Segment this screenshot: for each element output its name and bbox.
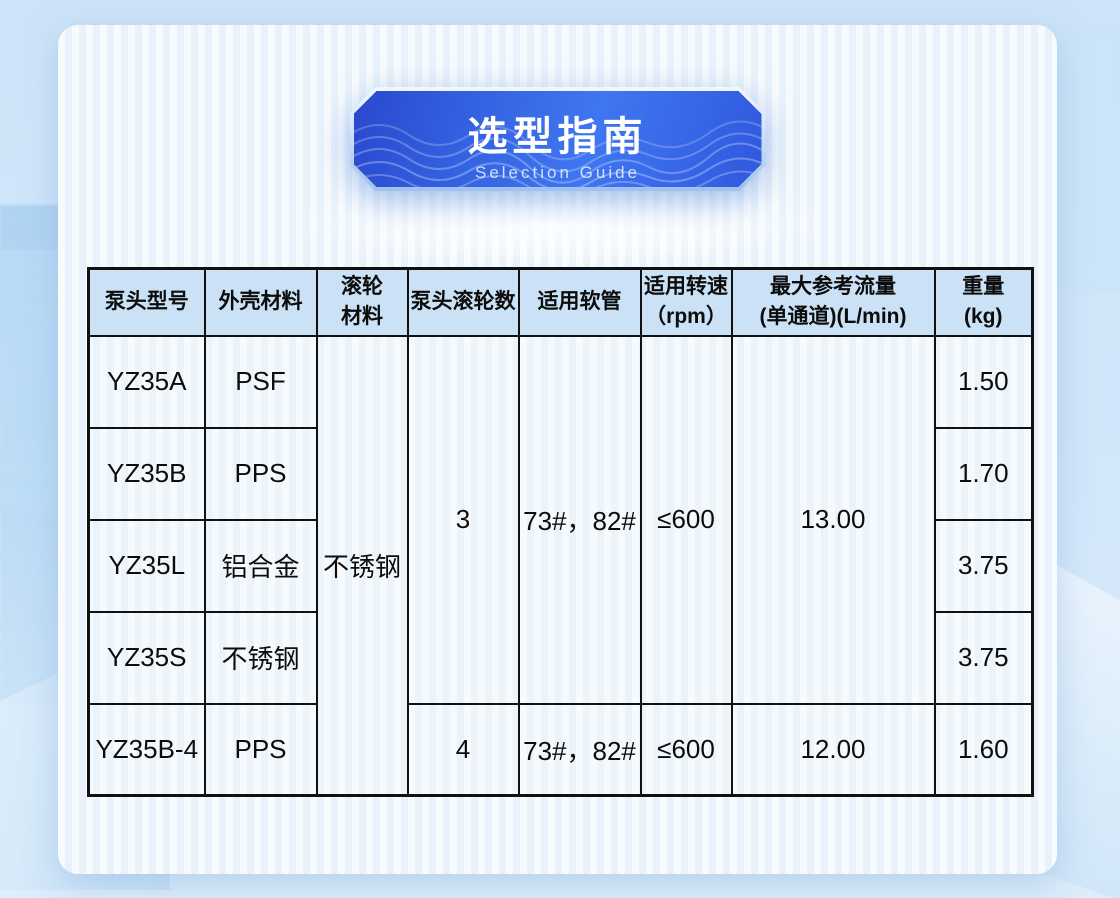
table-row: YZ35A PSF 不锈钢 3 73#，82# ≤600 13.00 1.50 <box>87 334 1034 797</box>
header-pump-model: 泵头型号 <box>87 267 206 337</box>
banner-glow <box>277 185 838 265</box>
table-row: YZ35B PPS 1.70 <box>87 426 1034 521</box>
cell-tubing: 73#，82# <box>517 702 642 797</box>
header-max-flow: 最大参考流量 (单通道)(L/min) <box>730 267 936 337</box>
title-banner: 选型指南 Selection Guide <box>350 87 766 191</box>
header-housing-material: 外壳材料 <box>203 267 318 337</box>
page-subtitle: Selection Guide <box>474 163 641 182</box>
cell-speed: ≤600 <box>639 702 733 797</box>
cell-weight: 1.60 <box>933 702 1034 797</box>
header-tubing: 适用软管 <box>517 267 642 337</box>
cell-model: YZ35L <box>87 518 206 613</box>
cell-roller-count: 3 <box>406 334 520 705</box>
cell-weight: 1.70 <box>933 426 1034 521</box>
banner-bevel-frame: 选型指南 Selection Guide <box>350 87 766 191</box>
header-label: 滚轮 <box>341 275 383 298</box>
content-card: 选型指南 Selection Guide 泵头型号 外壳材料 滚轮材料 <box>58 25 1057 874</box>
cell-roller-count: 4 <box>406 702 520 797</box>
cell-model: YZ35S <box>87 610 206 705</box>
cell-model: YZ35B <box>87 426 206 521</box>
header-label: 外壳材料 <box>218 290 303 314</box>
cell-flow: 12.00 <box>730 702 936 797</box>
header-label: 泵头型号 <box>104 290 189 314</box>
cell-tubing: 73#，82# <box>517 334 642 705</box>
header-label: (单通道)(L/min) <box>759 305 907 329</box>
table-row: YZ35B-4 PPS 4 73#，82# ≤600 12.00 1.60 <box>87 702 1034 797</box>
header-label: (kg) <box>964 305 1003 329</box>
header-label: （rpm） <box>645 305 727 329</box>
cell-housing: 铝合金 <box>203 518 318 613</box>
header-weight: 重量 (kg) <box>933 267 1034 337</box>
header-label: 泵头滚轮数 <box>410 290 516 314</box>
header-label: 材料 <box>341 305 383 329</box>
cell-model: YZ35A <box>87 334 206 429</box>
background-decoration-right-top <box>1050 30 1120 290</box>
cell-housing: PPS <box>203 426 318 521</box>
selection-guide-table: 泵头型号 外壳材料 滚轮材料 泵头滚轮数 适用软管 适用转速 （rpm） <box>87 267 1034 798</box>
header-label: 适用转速 <box>644 275 728 298</box>
header-speed: 适用转速 （rpm） <box>639 267 733 337</box>
header-label: 适用软管 <box>537 290 622 314</box>
page-title: 选型指南 <box>467 115 648 159</box>
cell-flow: 13.00 <box>730 334 936 705</box>
header-label: 最大参考流量 <box>770 275 896 298</box>
cell-housing: PSF <box>203 334 318 429</box>
cell-housing: PPS <box>203 702 318 797</box>
header-roller-count: 泵头滚轮数 <box>406 267 520 337</box>
cell-model: YZ35B-4 <box>87 702 206 797</box>
cell-speed: ≤600 <box>639 334 733 705</box>
header-label: 重量 <box>962 275 1005 298</box>
table-row: YZ35L 铝合金 3.75 <box>87 518 1034 613</box>
cell-housing: 不锈钢 <box>203 610 318 705</box>
header-roller-material: 滚轮 材料 <box>315 267 409 337</box>
table-header-row: 泵头型号 外壳材料 滚轮材料 泵头滚轮数 适用软管 适用转速 （rpm） <box>87 267 1034 337</box>
cell-weight: 3.75 <box>933 610 1034 705</box>
cell-weight: 1.50 <box>933 334 1034 429</box>
table-row: YZ35S 不锈钢 3.75 <box>87 610 1034 705</box>
wave-pattern-icon <box>354 113 762 187</box>
banner-body: 选型指南 Selection Guide <box>354 91 762 187</box>
cell-weight: 3.75 <box>933 518 1034 613</box>
cell-roller-material: 不锈钢 <box>315 334 409 797</box>
